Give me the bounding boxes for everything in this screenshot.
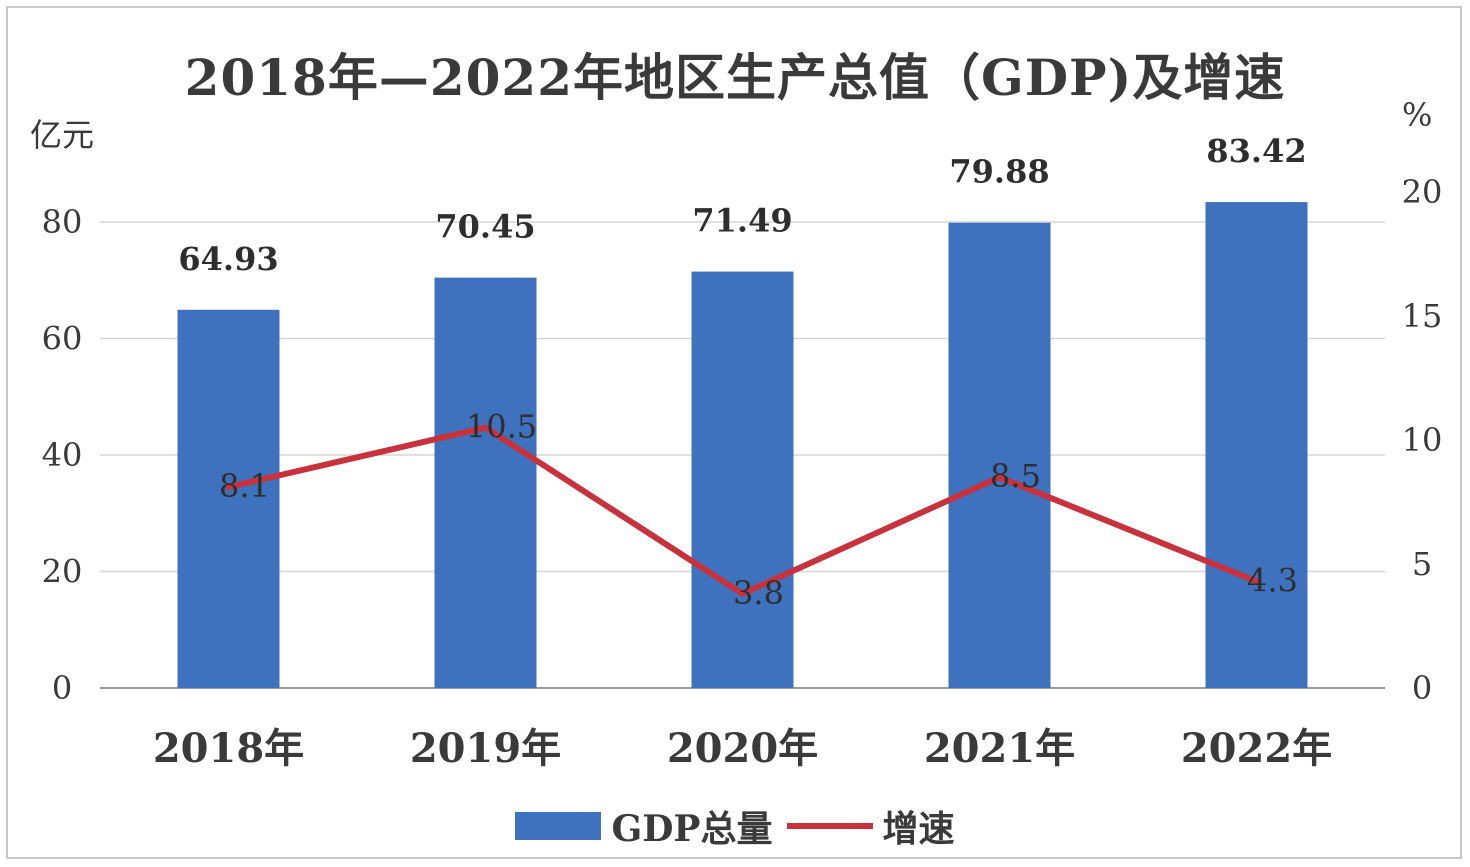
x-tick-label: 2019年	[410, 725, 561, 772]
left-tick-label: 0	[52, 669, 72, 707]
legend-line-swatch	[786, 823, 873, 829]
growth-point	[1253, 578, 1260, 585]
right-tick-label: 15	[1402, 297, 1443, 335]
right-tick-label: 20	[1402, 173, 1443, 211]
bar-value-label: 64.93	[178, 240, 278, 278]
x-tick-label: 2018年	[153, 725, 304, 772]
bar-value-label: 83.42	[1206, 132, 1306, 170]
bar-1	[177, 309, 280, 688]
x-tick-label: 2022年	[1181, 725, 1332, 772]
right-tick-label: 0	[1412, 669, 1432, 707]
growth-point	[996, 474, 1003, 481]
growth-value-label: 4.3	[1247, 561, 1298, 599]
legend-item-growth: 增速	[786, 800, 955, 852]
bar-4	[948, 222, 1051, 688]
bar-value-label: 70.45	[435, 208, 535, 246]
x-tick-label: 2020年	[667, 725, 818, 772]
left-tick-label: 60	[42, 320, 83, 358]
growth-value-label: 10.5	[466, 408, 537, 446]
x-tick-label: 2021年	[924, 725, 1075, 772]
left-axis-unit: 亿元	[30, 116, 95, 154]
left-tick-label: 80	[42, 203, 83, 241]
growth-value-label: 8.5	[990, 457, 1041, 495]
legend-label-growth: 增速	[882, 808, 955, 850]
growth-value-label: 3.8	[733, 574, 784, 612]
bar-3	[691, 271, 794, 688]
legend-item-gdp: GDP总量	[515, 800, 773, 852]
growth-point	[739, 590, 746, 597]
legend: GDP总量 增速	[0, 800, 1470, 852]
growth-value-label: 8.1	[219, 467, 270, 505]
right-tick-label: 5	[1412, 545, 1432, 583]
bar-value-label: 71.49	[692, 202, 792, 240]
bar-5	[1205, 202, 1308, 689]
bar-2	[434, 277, 537, 688]
left-tick-label: 40	[42, 436, 83, 474]
bar-value-label: 79.88	[949, 153, 1049, 191]
growth-point	[225, 484, 232, 491]
chart-title: 2018年—2022年地区生产总值（GDP)及增速	[184, 48, 1286, 107]
growth-point	[482, 424, 489, 431]
legend-label-gdp: GDP总量	[611, 808, 773, 850]
right-axis-unit: %	[1402, 96, 1433, 134]
legend-bar-swatch	[515, 812, 602, 840]
right-tick-label: 10	[1402, 421, 1443, 459]
left-tick-label: 20	[42, 553, 83, 591]
